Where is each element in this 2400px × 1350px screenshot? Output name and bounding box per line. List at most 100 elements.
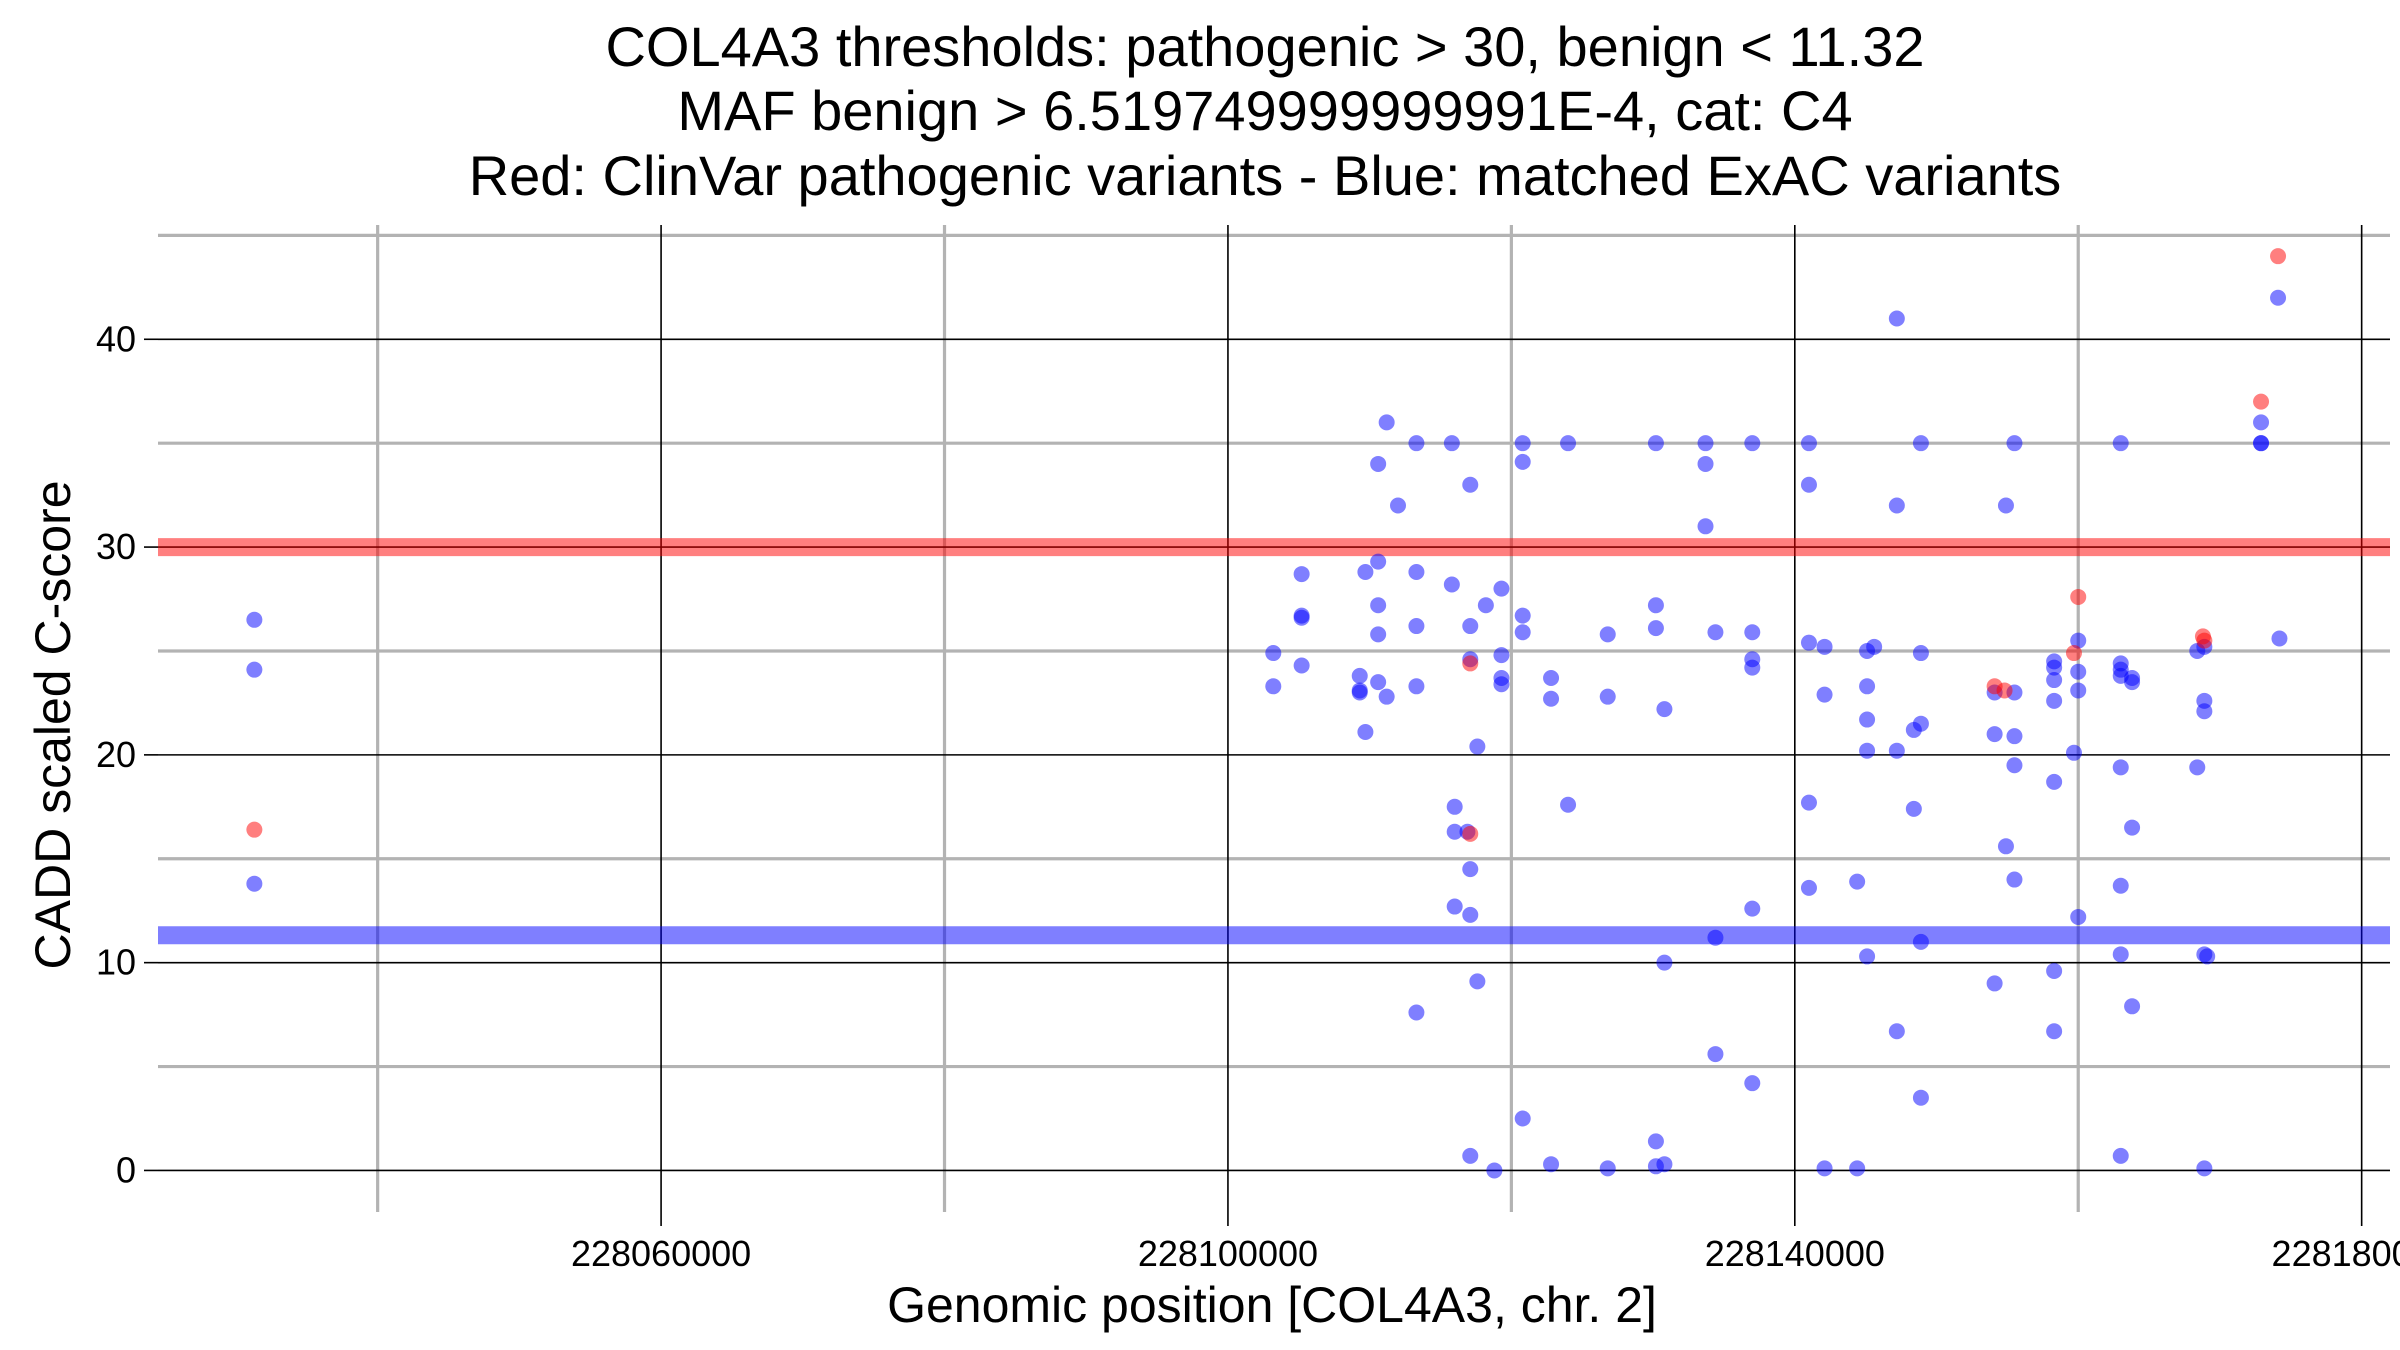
benign-point	[1486, 1162, 1503, 1179]
benign-point	[1265, 678, 1282, 695]
benign-point	[1800, 476, 1817, 493]
benign-point	[1744, 659, 1761, 676]
benign-point	[1912, 715, 1929, 732]
benign-point	[1849, 1160, 1866, 1177]
benign-point	[1293, 566, 1310, 583]
benign-point	[1744, 624, 1761, 641]
benign-point	[1800, 634, 1817, 651]
benign-point	[2271, 630, 2288, 647]
y-tick-label: 0	[116, 1149, 136, 1190]
benign-point	[2046, 962, 2063, 979]
y-axis-title: CADD scaled C-score	[25, 480, 81, 969]
x-axis-title: Genomic position [COL4A3, chr. 2]	[887, 1277, 1657, 1333]
benign-point	[1543, 1156, 1560, 1173]
pathogenic-point	[1996, 682, 2013, 699]
benign-point	[2006, 728, 2023, 745]
benign-point	[2070, 632, 2087, 649]
benign-point	[1446, 898, 1463, 915]
y-tick-label: 30	[96, 526, 136, 567]
benign-point	[1656, 1156, 1673, 1173]
benign-point	[1744, 1075, 1761, 1092]
benign-point	[1446, 823, 1463, 840]
benign-point	[1543, 669, 1560, 686]
benign-point	[1599, 688, 1616, 705]
benign-point	[2070, 908, 2087, 925]
benign-point	[1462, 861, 1479, 878]
benign-point	[1370, 455, 1387, 472]
benign-point	[1378, 414, 1395, 431]
benign-point	[1849, 873, 1866, 890]
benign-point	[1656, 954, 1673, 971]
benign-point	[2112, 759, 2129, 776]
benign-point	[2112, 435, 2129, 452]
benign-point	[2270, 289, 2287, 306]
benign-point	[2006, 757, 2023, 774]
benign-point	[1543, 690, 1560, 707]
benign-point	[1408, 618, 1425, 635]
benign-point	[1912, 435, 1929, 452]
benign-point	[1408, 435, 1425, 452]
benign-point	[1514, 1110, 1531, 1127]
benign-point	[1800, 794, 1817, 811]
benign-point	[2070, 682, 2087, 699]
benign-point	[1390, 497, 1406, 514]
benign-point	[2189, 759, 2206, 776]
benign-point	[1293, 657, 1310, 674]
benign-point	[1378, 688, 1395, 705]
benign-point	[1265, 645, 1282, 662]
benign-point	[1647, 620, 1664, 637]
benign-point	[1816, 1160, 1833, 1177]
benign-point	[1888, 742, 1905, 759]
x-tick-label: 228180000	[2272, 1233, 2400, 1274]
pathogenic-point	[246, 821, 263, 838]
chart-title: COL4A3 thresholds: pathogenic > 30, beni…	[469, 15, 2062, 207]
benign-point	[246, 661, 263, 678]
benign-point	[1912, 1089, 1929, 1106]
benign-point	[1357, 564, 1374, 581]
pathogenic-point	[1462, 655, 1479, 672]
benign-point	[1514, 624, 1531, 641]
benign-point	[2006, 871, 2023, 888]
benign-point	[2124, 819, 2141, 836]
benign-point	[1560, 435, 1577, 452]
benign-point	[1888, 310, 1905, 327]
benign-point	[1707, 624, 1724, 641]
benign-point	[1599, 626, 1616, 643]
benign-point	[2006, 435, 2023, 452]
benign-point	[1647, 1133, 1664, 1150]
benign-point	[1997, 497, 2014, 514]
benign-point	[1351, 684, 1368, 701]
benign-point	[1462, 618, 1479, 635]
benign-point	[2046, 672, 2063, 689]
benign-point	[1905, 800, 1922, 817]
y-tick-label: 10	[96, 942, 136, 983]
benign-point	[1697, 518, 1714, 535]
benign-point	[1859, 948, 1876, 965]
benign-point	[1469, 738, 1486, 755]
benign-point	[1912, 645, 1929, 662]
benign-point	[2199, 948, 2216, 965]
benign-point	[2046, 773, 2063, 790]
x-tick-label: 228100000	[1138, 1233, 1318, 1274]
benign-point	[1800, 879, 1817, 896]
axis-layer: 0 10 20 30 40 228060000 228100000 228140000 2281…	[96, 318, 2400, 1274]
benign-point	[2124, 674, 2141, 691]
benign-point	[1514, 435, 1531, 452]
title-line-1: COL4A3 thresholds: pathogenic > 30, beni…	[605, 15, 1924, 78]
benign-point	[1408, 678, 1425, 695]
benign-point	[1599, 1160, 1616, 1177]
benign-point	[1514, 607, 1531, 624]
benign-point	[1443, 435, 1460, 452]
benign-point	[1560, 796, 1577, 813]
benign-point	[1986, 726, 2003, 743]
benign-point	[2124, 998, 2141, 1015]
benign-point	[1888, 497, 1905, 514]
benign-point	[1293, 609, 1310, 626]
benign-point	[1912, 933, 1929, 950]
benign-point	[1744, 435, 1761, 452]
benign-point	[1493, 647, 1510, 664]
threshold-layer	[158, 538, 2390, 945]
benign-point	[1859, 711, 1876, 728]
benign-point	[2046, 659, 2063, 676]
